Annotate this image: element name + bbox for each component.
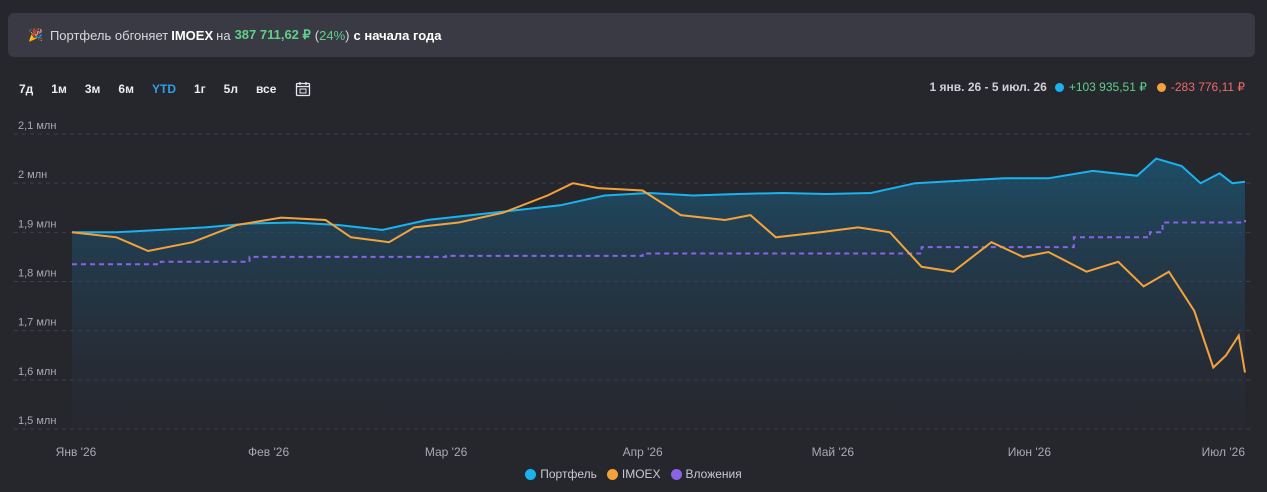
imoex-series-line bbox=[71, 182, 1246, 373]
banner-on: на bbox=[216, 27, 231, 43]
legend-item-imoex[interactable]: IMOEX bbox=[606, 467, 661, 481]
range-1y-button[interactable]: 1г bbox=[193, 82, 206, 96]
range-7d-button[interactable]: 7д bbox=[19, 82, 34, 96]
x-tick-label: Июн '26 bbox=[1008, 445, 1052, 459]
y-tick-label: 2,1 млн bbox=[18, 120, 56, 132]
banner-paren-open: ( bbox=[314, 27, 320, 43]
imoex-swatch-icon bbox=[606, 468, 618, 480]
y-tick-label: 1,6 млн bbox=[18, 366, 56, 378]
portfolio-dot-icon bbox=[1054, 82, 1064, 92]
y-tick-label: 1,5 млн bbox=[18, 415, 56, 427]
y-tick-label: 1,9 млн bbox=[18, 218, 56, 230]
invested-series-line bbox=[72, 220, 1246, 266]
calendar-icon[interactable] bbox=[295, 81, 311, 97]
range-1m-button[interactable]: 1м bbox=[51, 82, 67, 96]
y-tick-label: 1,7 млн bbox=[18, 317, 56, 329]
imoex-delta: -283 776,11 ₽ bbox=[1170, 80, 1245, 94]
performance-banner: 🎉 Портфель обгоняет IMOEX на 387 711,62 … bbox=[8, 13, 1255, 57]
legend-label-imoex: IMOEX bbox=[621, 467, 661, 481]
range-all-button[interactable]: все bbox=[255, 82, 277, 96]
legend-item-invested[interactable]: Вложения bbox=[670, 467, 742, 481]
banner-amount: 387 711,62 ₽ bbox=[234, 27, 311, 42]
legend-label-portfolio: Портфель bbox=[540, 467, 597, 481]
period-summary: 1 янв. 26 - 5 июл. 26 +103 935,51 ₽ -283… bbox=[930, 80, 1245, 94]
invested-swatch-icon bbox=[670, 468, 682, 480]
x-tick-label: Мар '26 bbox=[425, 445, 468, 459]
banner-percent: 24% bbox=[319, 27, 346, 43]
x-tick-label: Май '26 bbox=[812, 445, 855, 459]
x-tick-label: Апр '26 bbox=[623, 445, 663, 459]
chart-legend: Портфель IMOEX Вложения bbox=[0, 467, 1267, 481]
range-6m-button[interactable]: 6м bbox=[118, 82, 134, 96]
legend-item-portfolio[interactable]: Портфель bbox=[525, 467, 597, 481]
portfolio-swatch-icon bbox=[525, 468, 537, 480]
banner-prefix: Портфель обгоняет bbox=[49, 27, 169, 43]
portfolio-delta: +103 935,51 ₽ bbox=[1068, 80, 1147, 94]
banner-benchmark: IMOEX bbox=[171, 27, 214, 43]
period-range: 1 янв. 26 - 5 июл. 26 bbox=[929, 80, 1047, 94]
y-tick-label: 2 млн bbox=[18, 169, 47, 181]
range-3m-button[interactable]: 3м bbox=[84, 82, 101, 96]
banner-suffix: с начала года bbox=[353, 27, 442, 43]
legend-label-invested: Вложения bbox=[685, 467, 742, 481]
banner-paren-close: ) bbox=[345, 27, 350, 43]
range-ytd-button[interactable]: YTD bbox=[151, 82, 176, 96]
x-tick-label: Янв '26 bbox=[56, 445, 97, 459]
range-5y-button[interactable]: 5л bbox=[223, 82, 238, 96]
party-icon: 🎉 bbox=[28, 28, 43, 42]
x-tick-label: Июл '26 bbox=[1202, 445, 1246, 459]
imoex-dot-icon bbox=[1156, 82, 1166, 92]
x-tick-label: Фев '26 bbox=[248, 445, 289, 459]
y-tick-label: 1,8 млн bbox=[18, 268, 56, 280]
portfolio-series-line bbox=[72, 157, 1246, 234]
portfolio-area bbox=[72, 158, 1245, 429]
range-selector: 7д 1м 3м 6м YTD 1г 5л все bbox=[10, 78, 311, 100]
